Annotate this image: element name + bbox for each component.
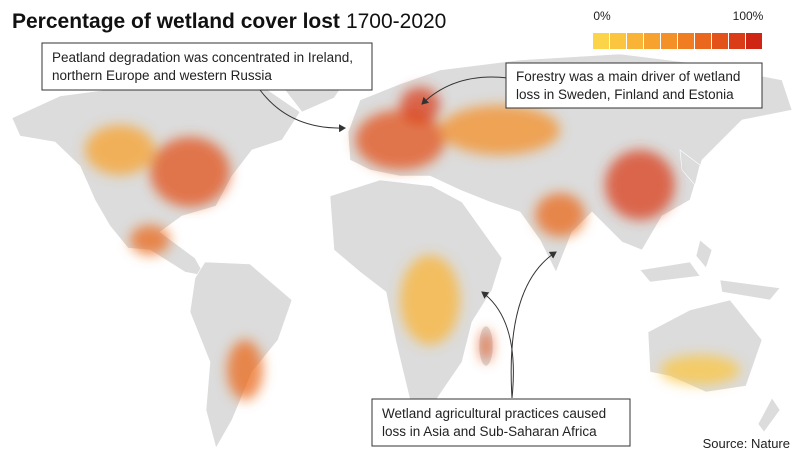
loss-area xyxy=(605,150,675,220)
legend-swatch xyxy=(610,33,626,49)
legend-swatch xyxy=(746,33,762,49)
loss-area xyxy=(355,110,445,170)
annotation-box xyxy=(41,42,373,91)
annotation: Peatland degradation was concentrated in… xyxy=(41,42,373,91)
annotation-arrow xyxy=(259,89,346,133)
legend-swatch xyxy=(593,33,609,49)
loss-area xyxy=(480,330,492,362)
annotation-line: Peatland degradation was concentrated in… xyxy=(52,50,353,65)
title-period: 1700-2020 xyxy=(346,10,446,33)
legend-swatch xyxy=(627,33,643,49)
loss-area xyxy=(660,355,740,385)
legend-swatch xyxy=(661,33,677,49)
annotation-line: Wetland agricultural practices caused xyxy=(382,406,606,421)
loss-area xyxy=(400,255,460,345)
legend-min-label: 0% xyxy=(593,9,611,23)
new-zealand xyxy=(757,397,781,433)
legend-swatch xyxy=(644,33,660,49)
annotation: Forestry was a main driver of wetland lo… xyxy=(505,62,763,109)
annotation-arrow xyxy=(510,251,557,399)
title: Percentage of wetland cover lost 1700-202… xyxy=(12,10,446,33)
loss-area xyxy=(85,125,155,175)
legend-max-label: 100% xyxy=(733,9,764,23)
annotation-line: loss in Sweden, Finland and Estonia xyxy=(516,87,734,102)
legend-swatch xyxy=(678,33,694,49)
title-main: Percentage of wetland cover lost xyxy=(12,10,340,33)
islands xyxy=(639,149,781,301)
loss-area xyxy=(535,193,585,237)
legend-swatch xyxy=(712,33,728,49)
legend: 0% 100% xyxy=(593,9,764,49)
legend-swatch xyxy=(695,33,711,49)
legend-swatch xyxy=(729,33,745,49)
annotation-arrow xyxy=(421,76,509,105)
loss-shading xyxy=(85,87,740,400)
loss-area xyxy=(440,105,560,155)
annotation-box xyxy=(505,62,763,109)
loss-area xyxy=(150,137,230,207)
annotation-arrow xyxy=(481,291,514,399)
annotation: Wetland agricultural practices caused lo… xyxy=(371,398,631,447)
loss-area xyxy=(400,87,440,123)
loss-area xyxy=(227,340,263,400)
annotation-line: northern Europe and western Russia xyxy=(52,68,272,83)
annotation-line: loss in Asia and Sub-Saharan Africa xyxy=(382,424,597,439)
loss-area xyxy=(130,225,170,255)
annotation-box xyxy=(371,398,631,447)
source: Source: Nature xyxy=(703,436,790,451)
annotation-line: Forestry was a main driver of wetland xyxy=(516,69,740,84)
